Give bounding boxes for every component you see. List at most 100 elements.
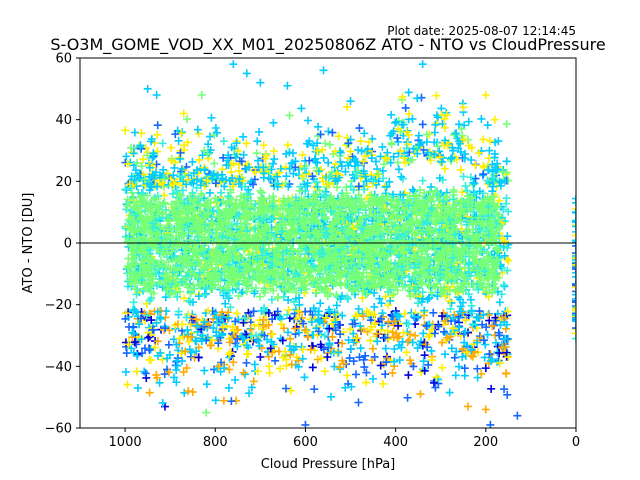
data-point <box>321 139 330 148</box>
data-point <box>424 360 433 369</box>
data-point <box>359 312 368 321</box>
data-point <box>318 145 327 154</box>
data-point <box>355 353 364 362</box>
data-point <box>177 349 186 358</box>
data-point <box>394 124 403 133</box>
data-point <box>344 154 353 163</box>
data-point <box>406 356 415 365</box>
data-point <box>232 139 241 148</box>
data-point <box>222 176 231 185</box>
data-point <box>372 329 381 338</box>
data-point <box>195 155 204 164</box>
data-point <box>289 169 298 178</box>
data-point <box>221 299 230 308</box>
data-point <box>264 320 273 329</box>
data-point <box>376 361 385 370</box>
data-point <box>351 157 360 166</box>
data-point <box>440 164 449 173</box>
data-point <box>245 163 254 172</box>
data-point <box>208 174 217 183</box>
data-point <box>457 307 466 316</box>
data-point <box>316 130 325 139</box>
data-point <box>255 341 264 350</box>
data-point <box>303 139 312 148</box>
data-point <box>231 317 240 326</box>
data-point <box>313 158 322 167</box>
data-point <box>291 163 300 172</box>
data-point <box>370 288 379 297</box>
data-point <box>198 151 207 160</box>
data-point <box>480 353 489 362</box>
data-point <box>377 325 386 334</box>
data-point <box>270 311 279 320</box>
data-point <box>368 374 377 383</box>
data-point <box>425 152 434 161</box>
data-point <box>239 318 248 327</box>
data-point <box>129 149 138 158</box>
data-point <box>224 383 233 392</box>
data-point <box>323 353 332 362</box>
data-point <box>431 383 440 392</box>
data-point <box>163 169 172 178</box>
data-point <box>408 114 417 123</box>
data-point <box>483 121 492 130</box>
data-point <box>121 126 130 135</box>
data-point <box>210 159 219 168</box>
scatter-points <box>121 60 576 428</box>
data-point <box>209 169 218 178</box>
data-point <box>454 323 463 332</box>
data-point <box>469 340 478 349</box>
data-point <box>504 256 513 265</box>
data-point <box>292 353 301 362</box>
data-point <box>255 127 264 136</box>
data-point <box>286 386 295 395</box>
data-point <box>323 180 332 189</box>
data-point <box>254 156 262 165</box>
data-point <box>335 363 344 372</box>
data-point <box>389 152 398 161</box>
data-point <box>345 354 354 363</box>
data-point <box>213 318 222 327</box>
data-point <box>286 350 295 359</box>
data-point <box>419 357 428 366</box>
data-point <box>418 120 427 129</box>
data-point <box>308 363 317 372</box>
data-point <box>188 157 197 166</box>
data-point <box>334 132 343 141</box>
data-point <box>183 325 192 334</box>
data-point <box>145 388 154 397</box>
data-point <box>188 388 197 397</box>
data-point <box>432 119 441 128</box>
data-point <box>163 354 172 363</box>
data-point <box>452 129 461 138</box>
data-point <box>500 334 509 343</box>
data-point <box>249 307 258 316</box>
data-point <box>161 324 170 333</box>
data-point <box>369 176 378 185</box>
data-point <box>419 329 428 338</box>
data-point <box>423 343 432 352</box>
data-point <box>200 366 209 375</box>
data-point <box>319 153 328 162</box>
data-point <box>213 171 222 180</box>
data-point <box>502 157 511 166</box>
data-point <box>216 367 225 376</box>
data-point <box>467 156 476 165</box>
data-point <box>403 140 412 149</box>
data-point <box>307 341 316 350</box>
data-point <box>254 336 263 345</box>
data-point <box>155 378 164 387</box>
plot-date: Plot date: 2025-08-07 12:14:45 <box>387 24 576 38</box>
data-point <box>378 166 387 175</box>
data-point <box>343 371 352 380</box>
data-point <box>145 332 154 341</box>
data-point <box>501 314 510 323</box>
data-point <box>447 344 456 353</box>
data-point <box>145 163 154 172</box>
data-point <box>169 335 178 344</box>
data-point <box>355 124 364 133</box>
data-point <box>464 117 473 126</box>
data-point <box>344 139 353 148</box>
data-point <box>228 174 237 183</box>
data-point <box>147 135 156 144</box>
